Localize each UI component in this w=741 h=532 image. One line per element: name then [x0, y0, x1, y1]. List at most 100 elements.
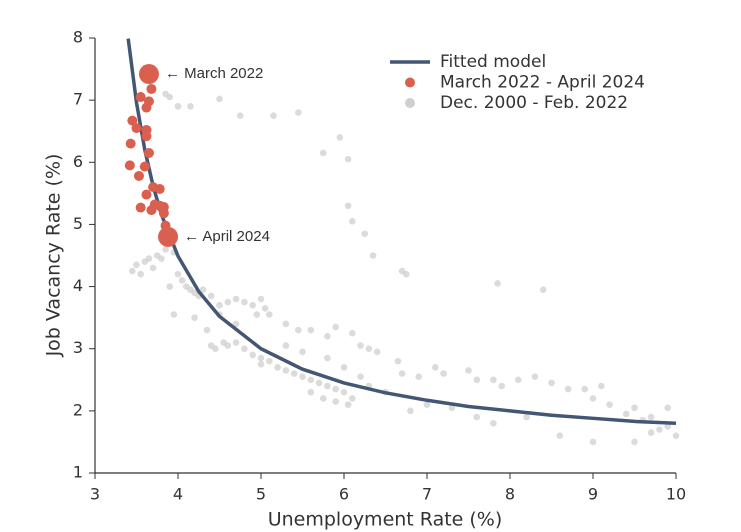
- point: [369, 252, 377, 259]
- point: [647, 429, 655, 436]
- point: [158, 255, 165, 262]
- point: [349, 218, 356, 225]
- y-tick-label: 7: [73, 90, 83, 109]
- x-tick-label: 10: [666, 485, 686, 504]
- point: [232, 339, 240, 346]
- point: [170, 311, 178, 318]
- point: [295, 326, 302, 334]
- x-tick-label: 7: [422, 485, 432, 504]
- x-tick-label: 5: [256, 485, 266, 504]
- point: [324, 354, 331, 362]
- point: [266, 357, 273, 365]
- point: [141, 131, 152, 142]
- point: [139, 161, 150, 172]
- point: [432, 364, 439, 371]
- point: [357, 342, 364, 349]
- point: [253, 311, 261, 318]
- point: [174, 103, 182, 110]
- point: [398, 370, 406, 377]
- x-tick-label: 3: [90, 485, 100, 504]
- point: [232, 320, 240, 328]
- point: [138, 64, 159, 85]
- point: [407, 407, 414, 415]
- point: [361, 230, 369, 238]
- point: [589, 395, 597, 402]
- point: [216, 95, 223, 103]
- point: [531, 373, 539, 380]
- point: [216, 301, 223, 309]
- legend-label: Dec. 2000 - Feb. 2022: [440, 93, 628, 113]
- point: [307, 388, 315, 396]
- point: [129, 267, 136, 275]
- point: [135, 92, 146, 103]
- point: [622, 410, 630, 418]
- point: [448, 404, 456, 412]
- point: [145, 255, 153, 262]
- point: [236, 112, 244, 119]
- legend-marker: [405, 77, 415, 88]
- point: [465, 367, 472, 374]
- point: [423, 401, 431, 408]
- point: [344, 155, 352, 163]
- point: [539, 286, 547, 293]
- y-tick-label: 4: [73, 276, 83, 295]
- point: [203, 326, 211, 334]
- point: [373, 348, 381, 356]
- point: [473, 376, 481, 384]
- x-axis-title: Unemployment Rate (%): [268, 509, 503, 531]
- point: [556, 432, 564, 440]
- point: [127, 115, 138, 126]
- point: [257, 360, 265, 368]
- point: [137, 270, 144, 278]
- point: [440, 370, 447, 377]
- point: [498, 382, 506, 390]
- annotation: ← March 2022: [165, 65, 263, 82]
- point: [261, 305, 269, 312]
- point: [299, 348, 306, 356]
- point: [548, 379, 555, 387]
- point: [174, 270, 182, 278]
- point: [515, 376, 522, 384]
- point: [523, 413, 530, 421]
- point: [149, 264, 157, 272]
- y-axis-title: Job Vacancy Rate (%): [43, 154, 65, 358]
- point: [564, 385, 572, 393]
- point: [340, 388, 348, 396]
- point: [581, 385, 588, 393]
- y-tick-label: 1: [73, 463, 83, 482]
- point: [647, 413, 655, 421]
- point: [178, 277, 186, 284]
- point: [365, 345, 373, 353]
- legend-label: March 2022 - April 2024: [440, 73, 645, 93]
- point: [295, 109, 302, 116]
- point: [349, 395, 356, 402]
- point: [598, 382, 605, 390]
- point: [344, 202, 352, 210]
- point: [332, 398, 340, 405]
- point: [257, 295, 265, 303]
- point: [332, 323, 340, 331]
- point: [158, 226, 179, 247]
- y-tick-label: 6: [73, 152, 83, 171]
- point: [490, 419, 497, 427]
- point: [344, 401, 352, 408]
- point: [191, 314, 198, 321]
- point: [124, 160, 135, 171]
- point: [282, 320, 290, 328]
- point: [336, 134, 344, 141]
- point: [332, 385, 340, 393]
- point: [212, 345, 219, 353]
- point: [133, 170, 144, 181]
- point: [631, 438, 638, 446]
- point: [631, 404, 638, 412]
- legend-marker: [405, 98, 415, 108]
- point: [232, 295, 240, 303]
- point: [307, 376, 315, 384]
- point: [664, 404, 671, 412]
- point: [162, 245, 169, 253]
- point: [270, 112, 277, 119]
- point: [402, 270, 410, 278]
- point: [249, 351, 256, 359]
- point: [131, 123, 142, 134]
